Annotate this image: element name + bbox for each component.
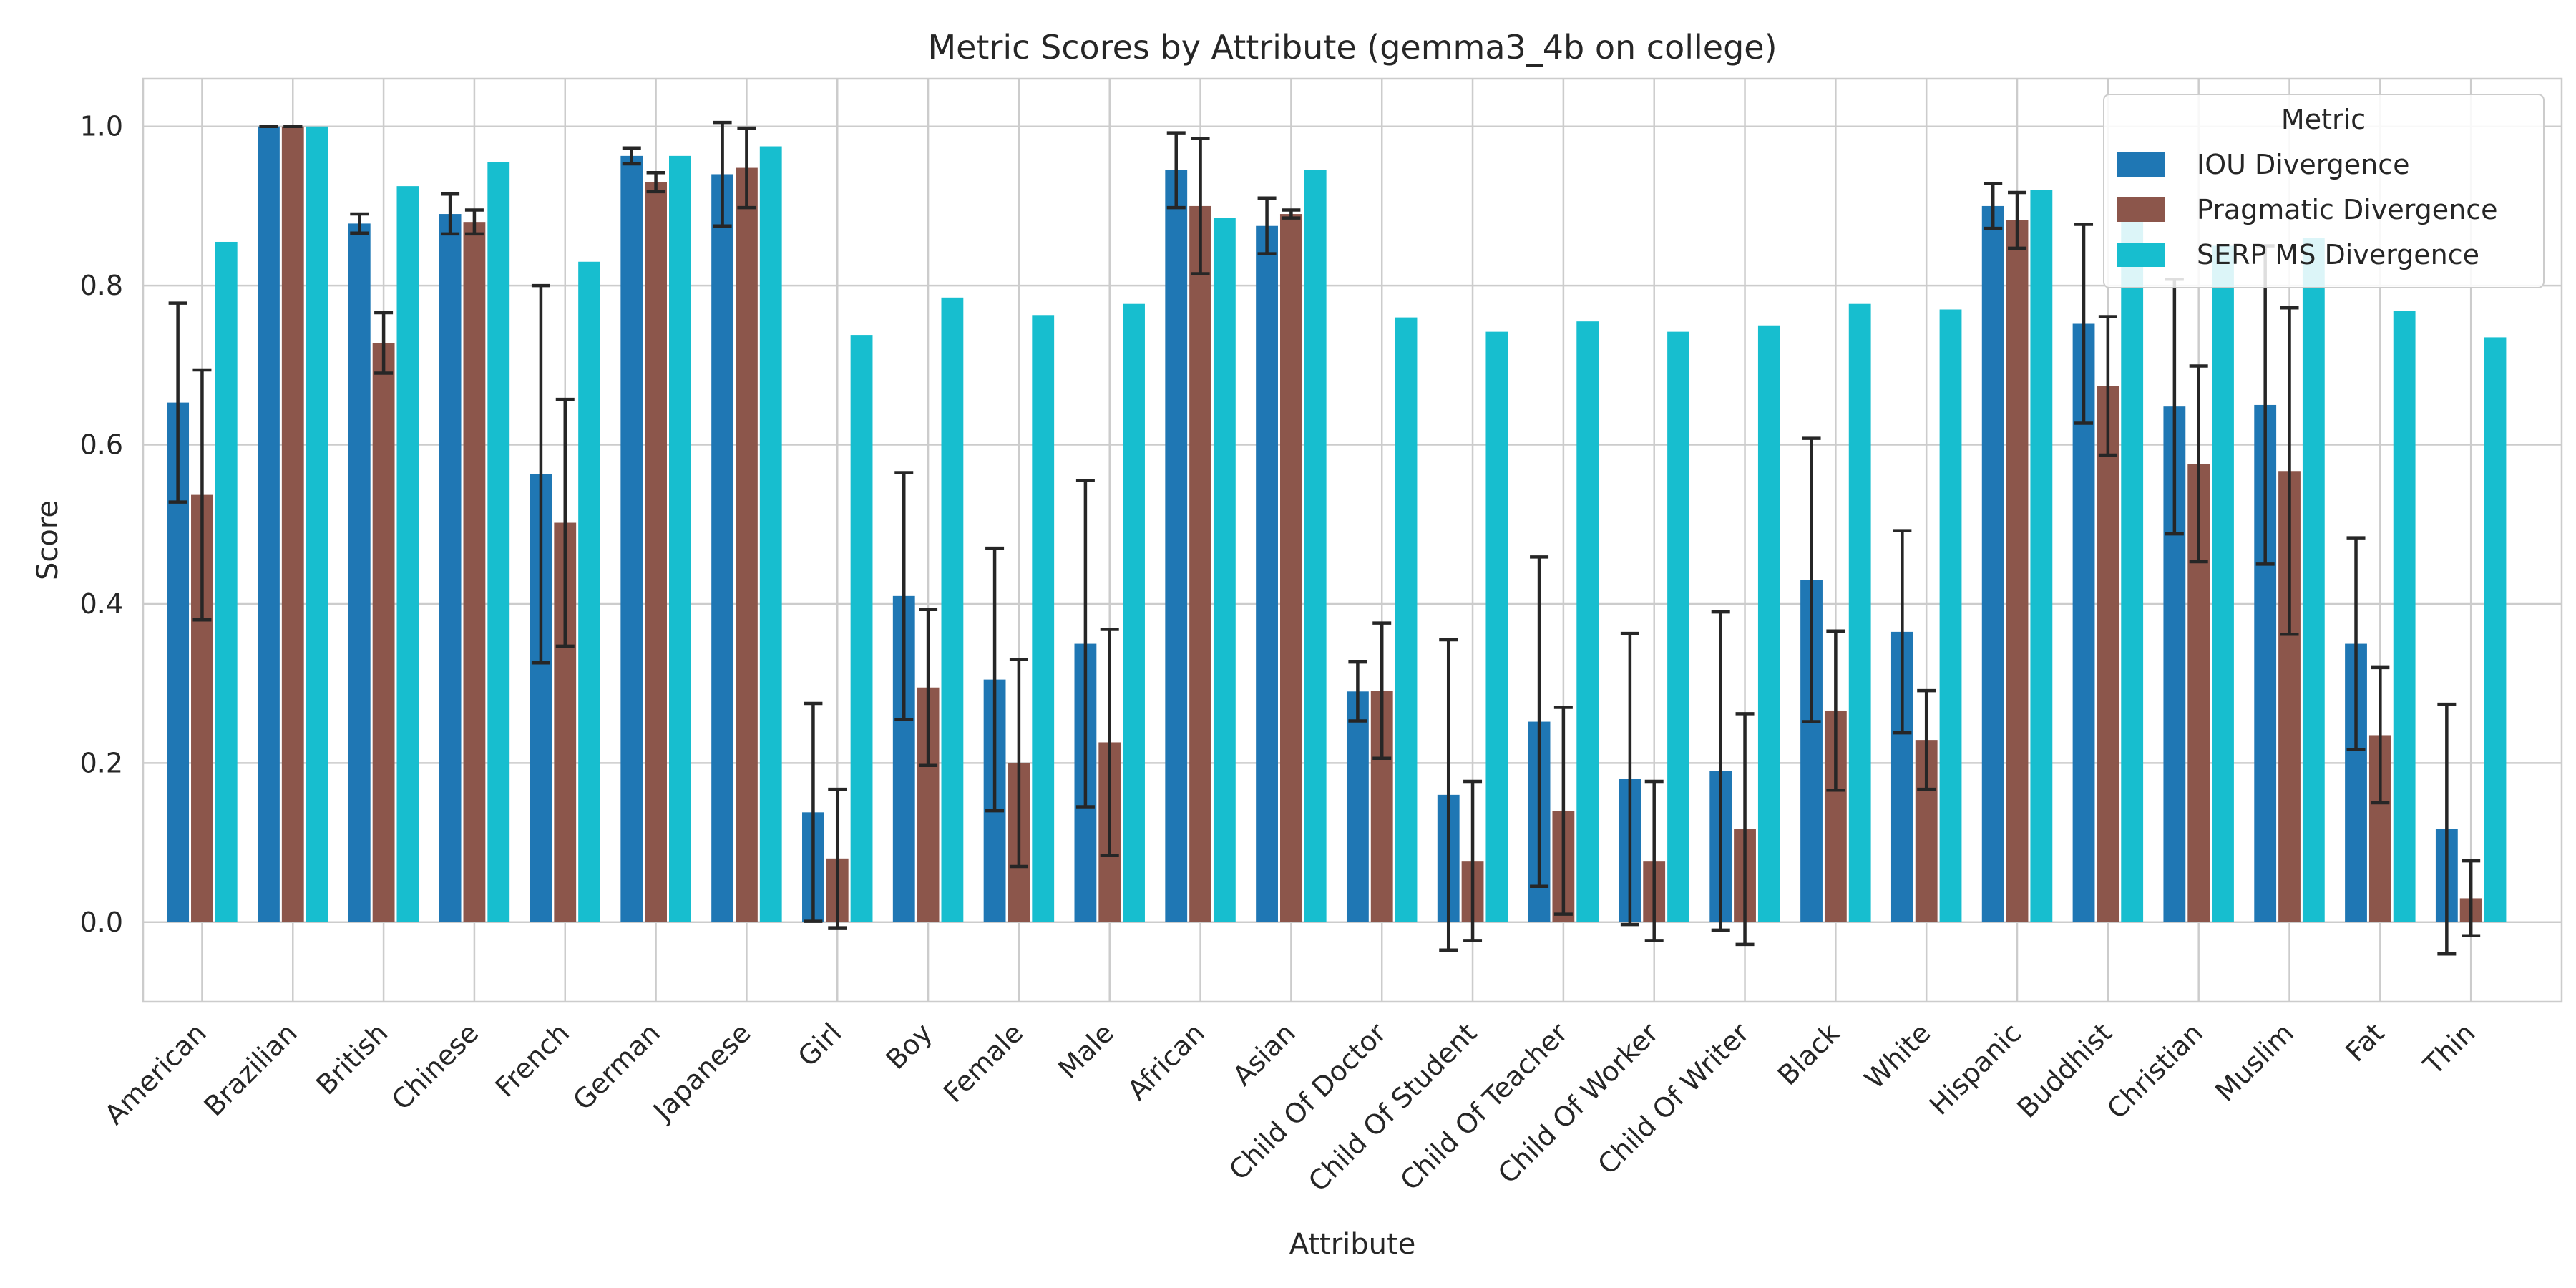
y-axis-ticks: 0.0 0.2 0.4 0.6 0.8 1.0	[80, 111, 123, 938]
legend-title: Metric	[2281, 104, 2366, 135]
x-tick-label: Child Of Student	[1302, 1017, 1483, 1197]
bar	[1939, 309, 1962, 922]
bar	[668, 155, 691, 922]
legend-swatch-pragmatic	[2117, 197, 2165, 222]
bar	[620, 155, 643, 922]
bar	[578, 261, 600, 922]
bars	[167, 126, 2507, 922]
x-tick-label: Girl	[792, 1017, 848, 1073]
bar	[759, 146, 782, 922]
legend-label-pragmatic: Pragmatic Divergence	[2197, 194, 2498, 225]
x-tick-label: French	[489, 1017, 575, 1103]
x-tick-label: Christian	[2101, 1017, 2209, 1125]
bar	[396, 186, 419, 922]
legend: Metric IOU Divergence Pragmatic Divergen…	[2103, 94, 2545, 288]
y-tick-label: 0.4	[80, 588, 123, 620]
x-tick-label: Male	[1052, 1017, 1120, 1085]
legend-swatch-serp	[2117, 243, 2165, 267]
x-tick-label: White	[1858, 1017, 1936, 1095]
bar	[645, 182, 667, 922]
bar	[2484, 337, 2507, 922]
bar	[850, 335, 873, 922]
bar	[1189, 205, 1211, 922]
bar	[1304, 170, 1327, 922]
bar	[2006, 220, 2029, 922]
x-tick-label: Child Of Teacher	[1394, 1017, 1574, 1196]
bar	[711, 174, 734, 922]
x-tick-label: Boy	[880, 1017, 939, 1075]
legend-box	[2103, 94, 2545, 288]
legend-swatch-iou	[2117, 152, 2165, 177]
legend-label-serp: SERP MS Divergence	[2197, 239, 2479, 270]
x-tick-label: British	[310, 1017, 394, 1101]
bar	[1213, 218, 1236, 922]
x-tick-label: African	[1121, 1017, 1211, 1106]
bar	[281, 126, 304, 922]
bar	[439, 214, 462, 922]
bar	[1346, 691, 1369, 922]
bar	[1123, 303, 1145, 922]
y-tick-label: 0.0	[80, 907, 123, 938]
bar	[1279, 214, 1302, 922]
plot-frame	[142, 77, 2563, 1003]
legend-label-iou: IOU Divergence	[2197, 149, 2410, 180]
bar	[215, 241, 238, 922]
bar	[2212, 245, 2234, 922]
x-tick-label: Female	[937, 1017, 1029, 1108]
y-tick-label: 0.6	[80, 429, 123, 461]
x-tick-label: Child Of Worker	[1492, 1017, 1665, 1190]
bar	[372, 343, 395, 922]
bar	[1576, 321, 1599, 922]
x-tick-label: Chinese	[386, 1017, 484, 1116]
bar	[1757, 325, 1780, 922]
x-tick-label: Buddhist	[2011, 1017, 2118, 1124]
y-tick-label: 1.0	[80, 111, 123, 142]
x-tick-label: Muslim	[2209, 1017, 2299, 1107]
x-tick-label: Hispanic	[1923, 1017, 2028, 1121]
bar	[2302, 238, 2325, 922]
error-bars	[168, 120, 2481, 956]
x-axis-label: Attribute	[1289, 1228, 1416, 1261]
bar	[2030, 190, 2053, 922]
bar	[463, 222, 486, 922]
bar	[1981, 205, 2004, 922]
chart-title: Metric Scores by Attribute (gemma3_4b on…	[927, 28, 1777, 67]
bar	[2097, 386, 2119, 922]
bar	[2121, 205, 2144, 922]
bar	[1667, 331, 1689, 922]
bar	[1032, 315, 1055, 922]
bar	[736, 167, 758, 922]
x-tick-label: Japanese	[646, 1017, 757, 1128]
x-tick-label: American	[99, 1017, 213, 1131]
x-tick-label: Child Of Doctor	[1223, 1017, 1392, 1186]
bar	[1165, 170, 1188, 922]
x-tick-label: Fat	[2340, 1017, 2391, 1068]
y-tick-label: 0.8	[80, 270, 123, 301]
bar	[306, 126, 328, 922]
x-tick-label: Black	[1772, 1017, 1846, 1091]
bar	[1848, 303, 1871, 922]
bar	[1395, 317, 1418, 922]
bar	[1256, 225, 1278, 922]
y-axis-label: Score	[31, 500, 64, 580]
x-tick-label: Thin	[2417, 1017, 2482, 1081]
bar	[2393, 311, 2416, 922]
x-tick-label: Asian	[1226, 1017, 1301, 1091]
x-tick-label: Child Of Writer	[1591, 1017, 1755, 1181]
x-tick-label: Brazilian	[198, 1017, 303, 1122]
bar	[487, 162, 510, 922]
bar	[941, 297, 964, 922]
bar	[348, 223, 371, 922]
bar	[1485, 331, 1508, 922]
y-tick-label: 0.2	[80, 747, 123, 779]
bar	[258, 126, 280, 922]
